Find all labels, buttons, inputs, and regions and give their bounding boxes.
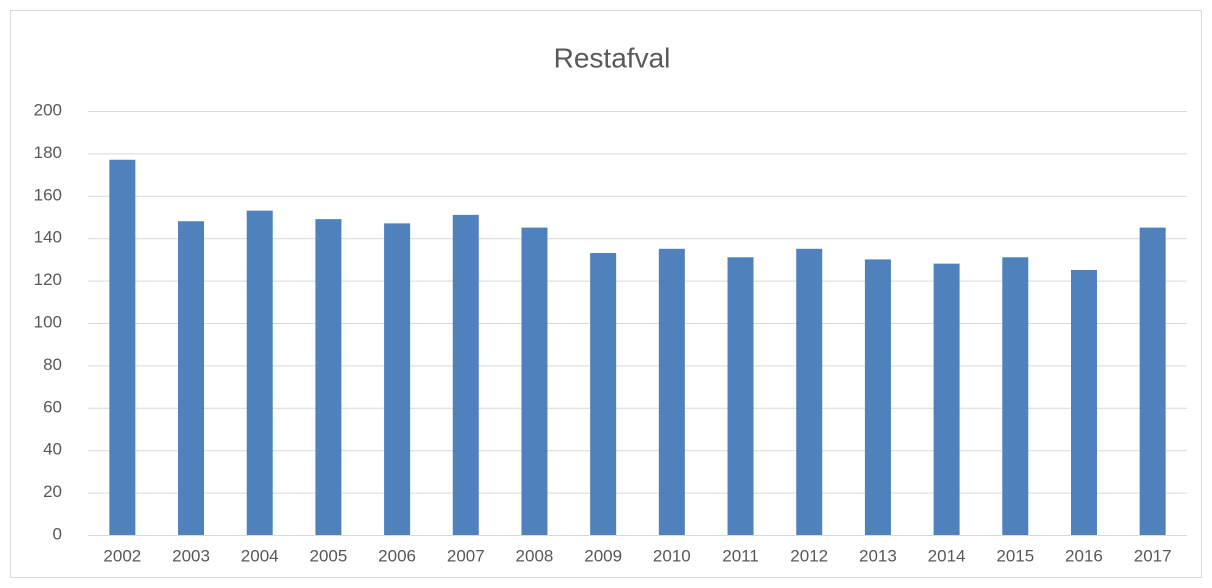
- y-tick-label: 60: [43, 397, 62, 416]
- y-tick-label: 120: [34, 270, 62, 289]
- y-tick-label: 140: [34, 228, 62, 247]
- chart-title: Restafval: [554, 42, 671, 73]
- x-tick-label: 2007: [447, 546, 485, 565]
- y-tick-label: 160: [34, 185, 62, 204]
- x-tick-label: 2012: [790, 546, 828, 565]
- x-tick-label: 2013: [859, 546, 897, 565]
- bar: [796, 248, 823, 536]
- x-tick-label: 2014: [928, 546, 966, 565]
- bar: [658, 248, 685, 536]
- x-tick-label: 2009: [584, 546, 622, 565]
- bar: [384, 223, 411, 536]
- y-tick-label: 80: [43, 355, 62, 374]
- bar: [452, 214, 479, 535]
- bar: [178, 221, 205, 536]
- x-tick-label: 2017: [1134, 546, 1172, 565]
- x-tick-label: 2008: [516, 546, 554, 565]
- bar: [109, 159, 136, 535]
- y-tick-label: 20: [43, 482, 62, 501]
- y-tick-label: 0: [53, 524, 62, 543]
- x-tick-label: 2010: [653, 546, 691, 565]
- y-tick-label: 180: [34, 143, 62, 162]
- x-tick-label: 2016: [1065, 546, 1103, 565]
- x-tick-label: 2004: [241, 546, 279, 565]
- bar: [1002, 257, 1029, 535]
- bar: [864, 259, 891, 535]
- x-tick-label: 2006: [378, 546, 416, 565]
- bar: [727, 257, 754, 535]
- x-tick-label: 2015: [996, 546, 1034, 565]
- bar: [1139, 227, 1166, 535]
- bar: [246, 210, 273, 535]
- y-tick-label: 40: [43, 440, 62, 459]
- x-tick-label: 2002: [103, 546, 141, 565]
- bar: [1070, 270, 1097, 535]
- x-tick-label: 2011: [722, 546, 759, 565]
- bar: [521, 227, 548, 535]
- y-tick-label: 200: [34, 100, 62, 119]
- bar: [933, 263, 960, 535]
- x-tick-label: 2005: [309, 546, 347, 565]
- bar: [315, 219, 342, 535]
- y-tick-label: 100: [34, 312, 62, 331]
- x-tick-label: 2003: [172, 546, 210, 565]
- bar: [590, 253, 617, 536]
